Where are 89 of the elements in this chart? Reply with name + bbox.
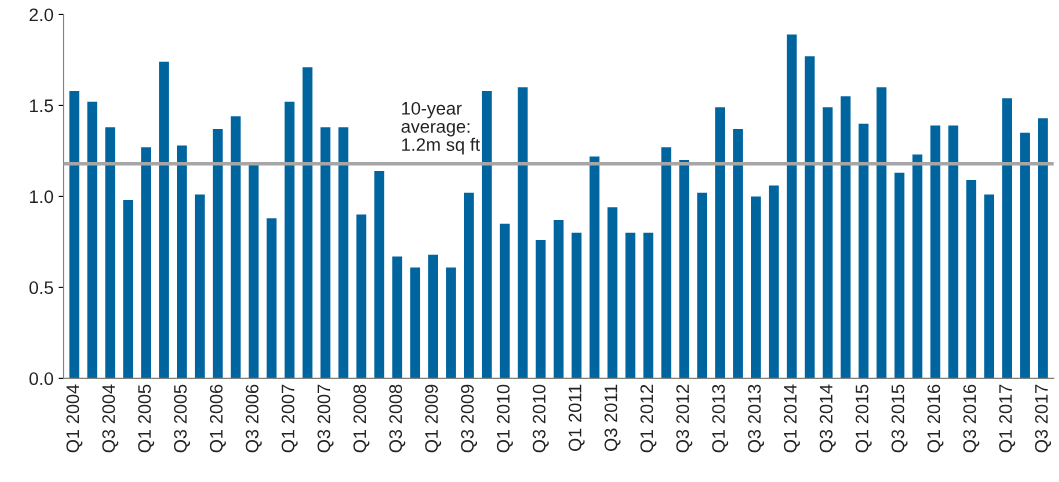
bar [266, 218, 277, 379]
x-tick-label: Q1 2010 [496, 384, 513, 453]
x-tick-label: Q3 2012 [676, 384, 693, 453]
x-tick-label: Q3 2004 [102, 384, 119, 453]
y-tick-label: 1.5 [30, 99, 54, 113]
x-tick-label: Q3 2010 [532, 384, 549, 453]
x-tick-label: Q1 2005 [138, 384, 155, 453]
y-tick-label: 1.0 [30, 190, 54, 204]
bar [786, 34, 797, 379]
x-tick-label: Q3 2014 [819, 384, 836, 453]
y-tick-label: 2.0 [29, 8, 54, 22]
bar [607, 207, 618, 379]
x-tick-label: Q1 2016 [927, 384, 944, 453]
bar [535, 240, 546, 379]
x-tick-label: Q1 2014 [783, 384, 800, 453]
bar [517, 87, 528, 379]
bar [159, 61, 169, 379]
bar [553, 220, 564, 379]
x-tick-label: Q3 2009 [460, 384, 478, 453]
bar [715, 107, 725, 379]
x-tick-label: Q3 2011 [604, 384, 621, 451]
bar [141, 147, 151, 379]
bar [177, 145, 187, 379]
x-tick-label: Q3 2008 [389, 384, 406, 453]
bar [302, 67, 313, 379]
bar [105, 127, 116, 379]
x-tick-label: Q3 2005 [173, 384, 191, 453]
bar [374, 170, 385, 379]
bar [912, 154, 923, 379]
bar [392, 256, 403, 379]
x-tick-label: Q1 2013 [712, 384, 729, 453]
bar [338, 127, 349, 379]
bar [840, 96, 851, 379]
x-tick-label: Q3 2015 [891, 384, 908, 453]
bar [858, 123, 869, 379]
x-tick-label: Q3 2013 [748, 384, 765, 453]
bar [499, 223, 510, 379]
bar [751, 196, 761, 379]
bar [123, 200, 134, 379]
bar [571, 232, 582, 379]
x-tick-label: Q3 2007 [317, 384, 334, 453]
x-tick-label: Q1 2007 [281, 384, 298, 453]
bar [87, 101, 98, 379]
bar [948, 125, 959, 379]
bar [284, 101, 295, 379]
x-tick-label: Q3 2017 [1035, 384, 1052, 453]
bar [446, 267, 456, 379]
ref-line-label: 10-year average: 1.2m sq ft [401, 101, 480, 155]
y-tick-label: 0.0 [29, 372, 54, 386]
bar [212, 129, 223, 379]
bar [69, 90, 80, 379]
x-tick-label: Q1 2017 [999, 384, 1016, 453]
bar [248, 163, 259, 379]
bar [697, 192, 708, 379]
x-tick-label: Q1 2012 [640, 384, 657, 453]
bar [589, 156, 600, 379]
bar [679, 160, 690, 379]
bar [428, 254, 438, 379]
bar [1020, 132, 1030, 379]
bar [733, 129, 743, 379]
x-tick-label: Q1 2011 [568, 384, 585, 451]
bar [320, 127, 331, 379]
bar [984, 194, 995, 379]
bar [966, 180, 977, 379]
bar [625, 232, 636, 379]
y-tick-label: 0.5 [29, 281, 54, 295]
x-tick-label: Q1 2015 [855, 384, 872, 453]
x-tick-label: Q3 2016 [963, 384, 980, 453]
x-tick-label: Q1 2008 [353, 384, 370, 453]
bar [464, 192, 474, 379]
bar [804, 56, 815, 379]
bar [1002, 98, 1012, 379]
x-tick-label: Q1 2009 [425, 384, 442, 453]
bar [661, 147, 672, 379]
bar [1038, 118, 1048, 379]
bar [822, 107, 833, 379]
bar [768, 185, 779, 379]
bar [643, 232, 654, 379]
bar [194, 194, 205, 379]
bar [356, 214, 367, 379]
x-tick-label: Q1 2006 [209, 384, 226, 453]
bar [410, 267, 421, 379]
bar [876, 87, 887, 379]
bar [930, 125, 941, 379]
x-tick-label: Q1 2004 [66, 384, 83, 453]
bar [894, 172, 905, 379]
bar [481, 90, 492, 379]
x-tick-label: Q3 2006 [245, 384, 262, 453]
bar [230, 116, 241, 379]
